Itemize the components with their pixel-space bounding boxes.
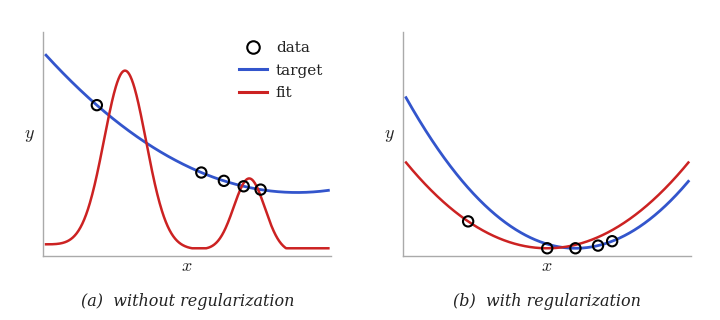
Point: [593, 243, 604, 248]
Y-axis label: $y$: $y$: [384, 126, 395, 144]
Point: [462, 219, 474, 224]
X-axis label: $x$: $x$: [181, 257, 193, 276]
Point: [196, 170, 207, 175]
Text: (a)  without regularization: (a) without regularization: [81, 293, 294, 310]
Point: [238, 184, 249, 189]
Y-axis label: $y$: $y$: [24, 126, 35, 144]
Text: (b)  with regularization: (b) with regularization: [454, 293, 641, 310]
Point: [255, 187, 266, 192]
Legend: data, target, fit: data, target, fit: [233, 35, 329, 106]
Point: [91, 103, 103, 108]
Point: [570, 246, 581, 251]
Point: [541, 246, 553, 251]
X-axis label: $x$: $x$: [541, 257, 553, 276]
Point: [606, 239, 618, 244]
Point: [218, 178, 230, 183]
